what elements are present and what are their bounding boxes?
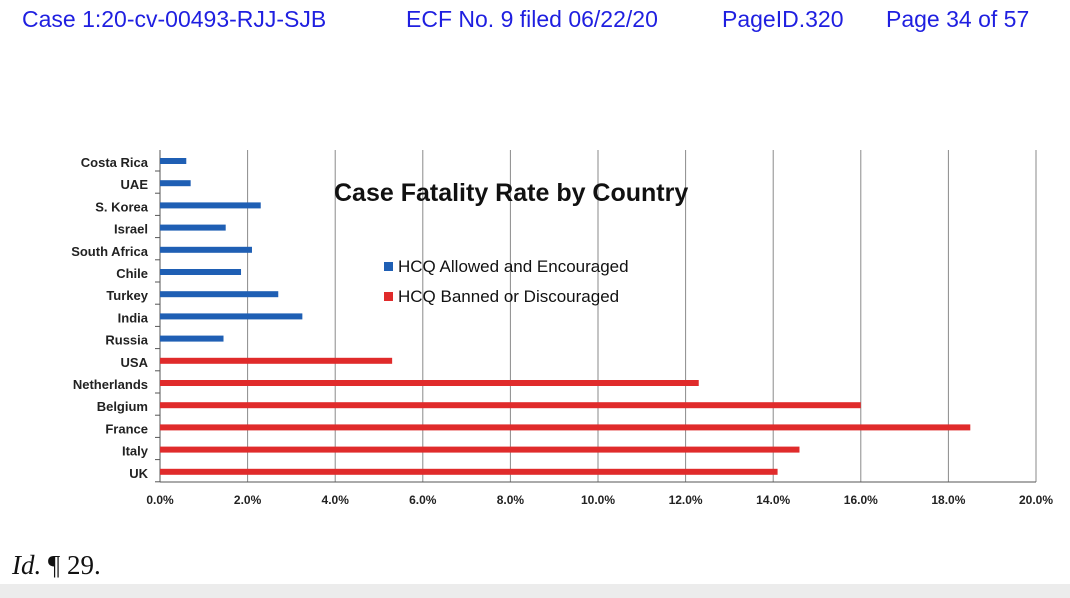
x-tick-label: 6.0% — [409, 493, 437, 507]
category-label: India — [118, 310, 149, 325]
legend: HCQ Allowed and Encouraged HCQ Banned or… — [384, 257, 629, 306]
bar-hcq-banned — [160, 468, 778, 475]
bar-hcq-allowed — [160, 269, 242, 275]
category-label: UK — [129, 466, 148, 481]
page-id: PageID.320 — [722, 6, 844, 32]
x-tick-label: 10.0% — [581, 493, 615, 507]
legend-swatch-allowed — [384, 262, 393, 271]
category-label: Russia — [105, 333, 148, 348]
bar-hcq-banned — [160, 357, 393, 364]
category-label: USA — [121, 355, 149, 370]
bar-hcq-banned — [160, 446, 800, 453]
page-bottom-edge — [0, 584, 1070, 598]
category-label: Italy — [122, 444, 149, 459]
bar-hcq-allowed — [160, 202, 261, 209]
bar-hcq-allowed — [160, 224, 226, 231]
bar-hcq-banned — [160, 424, 971, 431]
legend-swatch-banned — [384, 292, 393, 301]
category-label: Belgium — [97, 399, 148, 414]
chart-title: Case Fatality Rate by Country — [334, 179, 688, 207]
category-label: Turkey — [106, 288, 148, 303]
category-label: South Africa — [71, 244, 149, 259]
category-label: Israel — [114, 222, 148, 237]
bar-hcq-allowed — [160, 291, 279, 298]
bar-hcq-allowed — [160, 158, 187, 164]
x-tick-label: 18.0% — [931, 493, 965, 507]
category-label: Netherlands — [73, 377, 148, 392]
case-header: Case 1:20-cv-00493-RJJ-SJB ECF No. 9 fil… — [22, 6, 1062, 40]
x-tick-label: 0.0% — [146, 493, 174, 507]
bar-hcq-banned — [160, 402, 861, 409]
ecf-filing: ECF No. 9 filed 06/22/20 — [406, 6, 658, 32]
x-tick-label: 14.0% — [756, 493, 790, 507]
x-tick-labels: 0.0% 2.0% 4.0% 6.0% 8.0% 10.0% 12.0% 14.0% 16.0%… — [146, 493, 1053, 507]
bars — [160, 158, 971, 475]
legend-label-banned: HCQ Banned or Discouraged — [398, 287, 619, 306]
category-label: Chile — [116, 266, 148, 281]
category-label: S. Korea — [95, 199, 149, 214]
bar-hcq-allowed — [160, 335, 224, 342]
case-number: Case 1:20-cv-00493-RJJ-SJB — [22, 6, 327, 32]
x-tick-label: 16.0% — [844, 493, 878, 507]
category-labels: Costa Rica UAE S. Korea Israel South Africa C… — [71, 155, 160, 483]
citation-paragraph: ¶ 29. — [41, 550, 101, 580]
bar-hcq-allowed — [160, 180, 191, 187]
category-label: Costa Rica — [81, 155, 149, 170]
x-tick-label: 2.0% — [234, 493, 262, 507]
x-tick-label: 4.0% — [322, 493, 350, 507]
bar-hcq-allowed — [160, 246, 252, 253]
x-tick-label: 20.0% — [1019, 493, 1053, 507]
category-label: UAE — [121, 177, 149, 192]
bar-hcq-allowed — [160, 313, 303, 320]
bar-hcq-banned — [160, 380, 699, 386]
x-tick-label: 8.0% — [497, 493, 525, 507]
citation: Id. ¶ 29. — [12, 550, 101, 581]
x-tick-label: 12.0% — [669, 493, 703, 507]
category-label: France — [105, 421, 148, 436]
legend-label-allowed: HCQ Allowed and Encouraged — [398, 257, 629, 276]
citation-id: Id. — [12, 550, 42, 580]
page-number: Page 34 of 57 — [886, 6, 1030, 32]
